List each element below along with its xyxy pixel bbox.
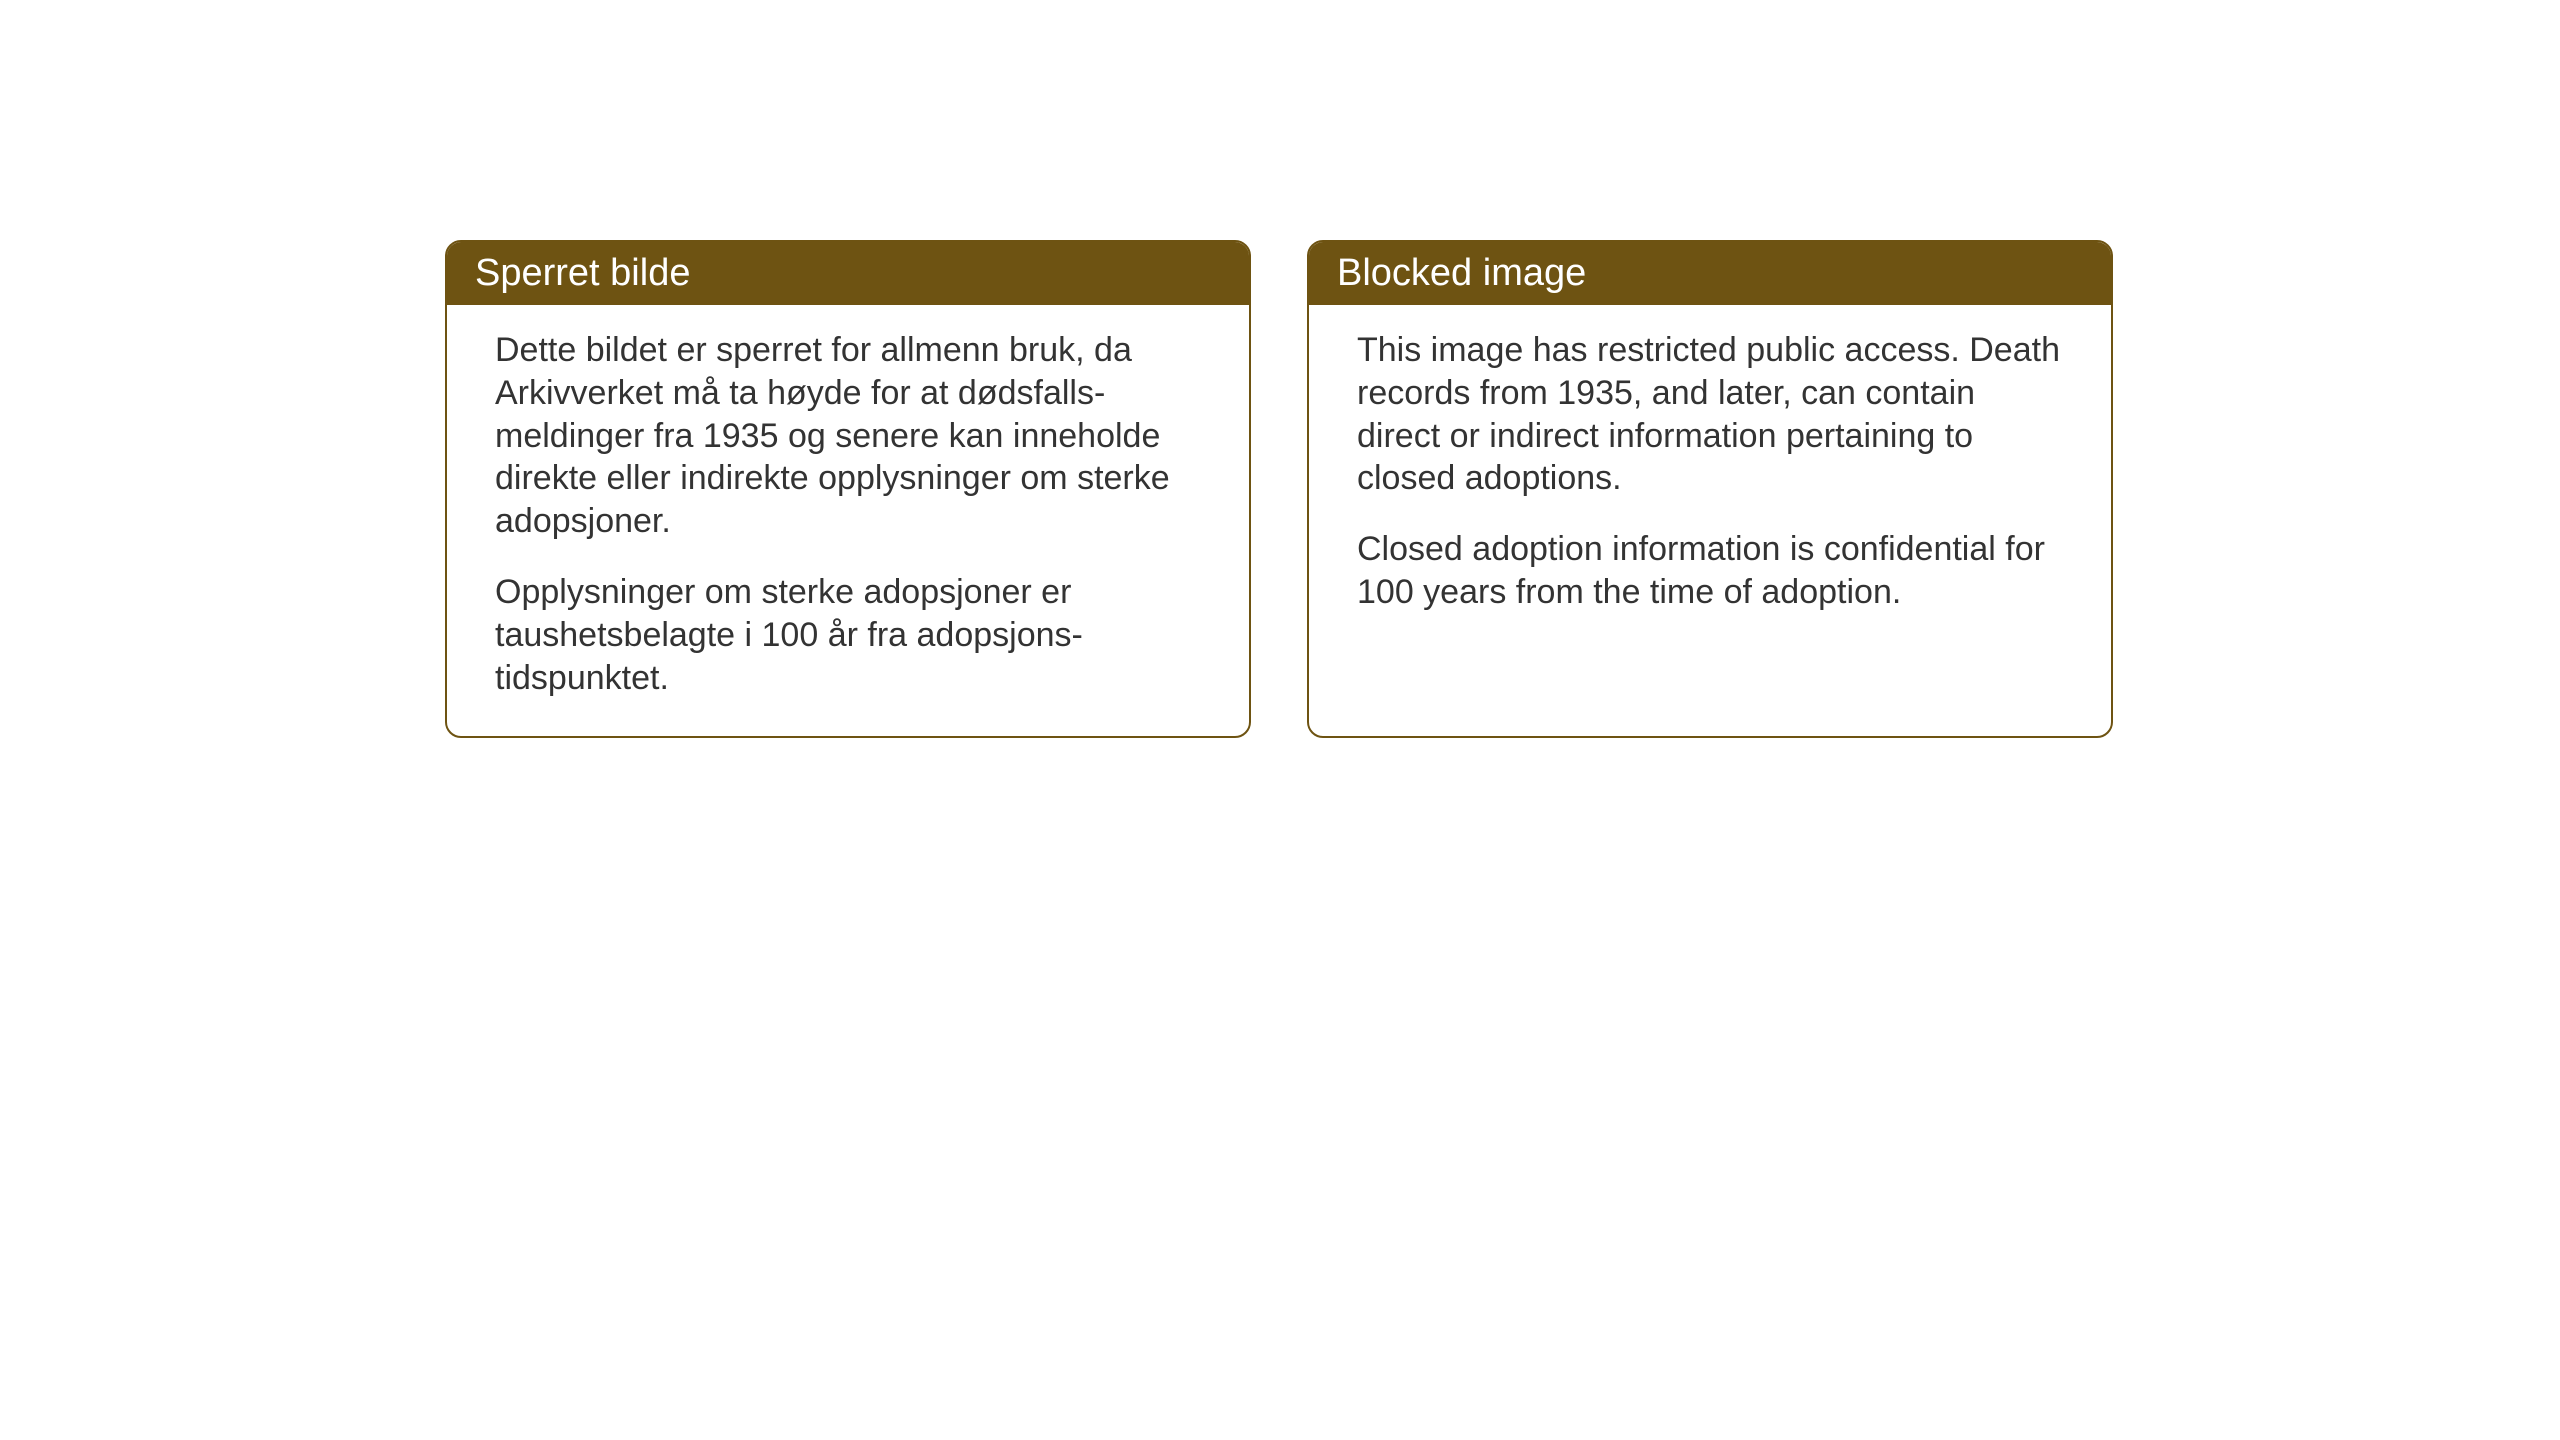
- notice-card-norwegian: Sperret bilde Dette bildet er sperret fo…: [445, 240, 1251, 738]
- card-body-norwegian: Dette bildet er sperret for allmenn bruk…: [447, 305, 1249, 736]
- notice-container: Sperret bilde Dette bildet er sperret fo…: [445, 240, 2113, 738]
- card-header-norwegian: Sperret bilde: [447, 242, 1249, 305]
- card-title-norwegian: Sperret bilde: [475, 252, 690, 294]
- card-title-english: Blocked image: [1337, 252, 1586, 294]
- paragraph-1-english: This image has restricted public access.…: [1357, 329, 2063, 500]
- paragraph-2-english: Closed adoption information is confident…: [1357, 528, 2063, 614]
- paragraph-1-norwegian: Dette bildet er sperret for allmenn bruk…: [495, 329, 1201, 543]
- notice-card-english: Blocked image This image has restricted …: [1307, 240, 2113, 738]
- card-body-english: This image has restricted public access.…: [1309, 305, 2111, 650]
- paragraph-2-norwegian: Opplysninger om sterke adopsjoner er tau…: [495, 571, 1201, 699]
- card-header-english: Blocked image: [1309, 242, 2111, 305]
